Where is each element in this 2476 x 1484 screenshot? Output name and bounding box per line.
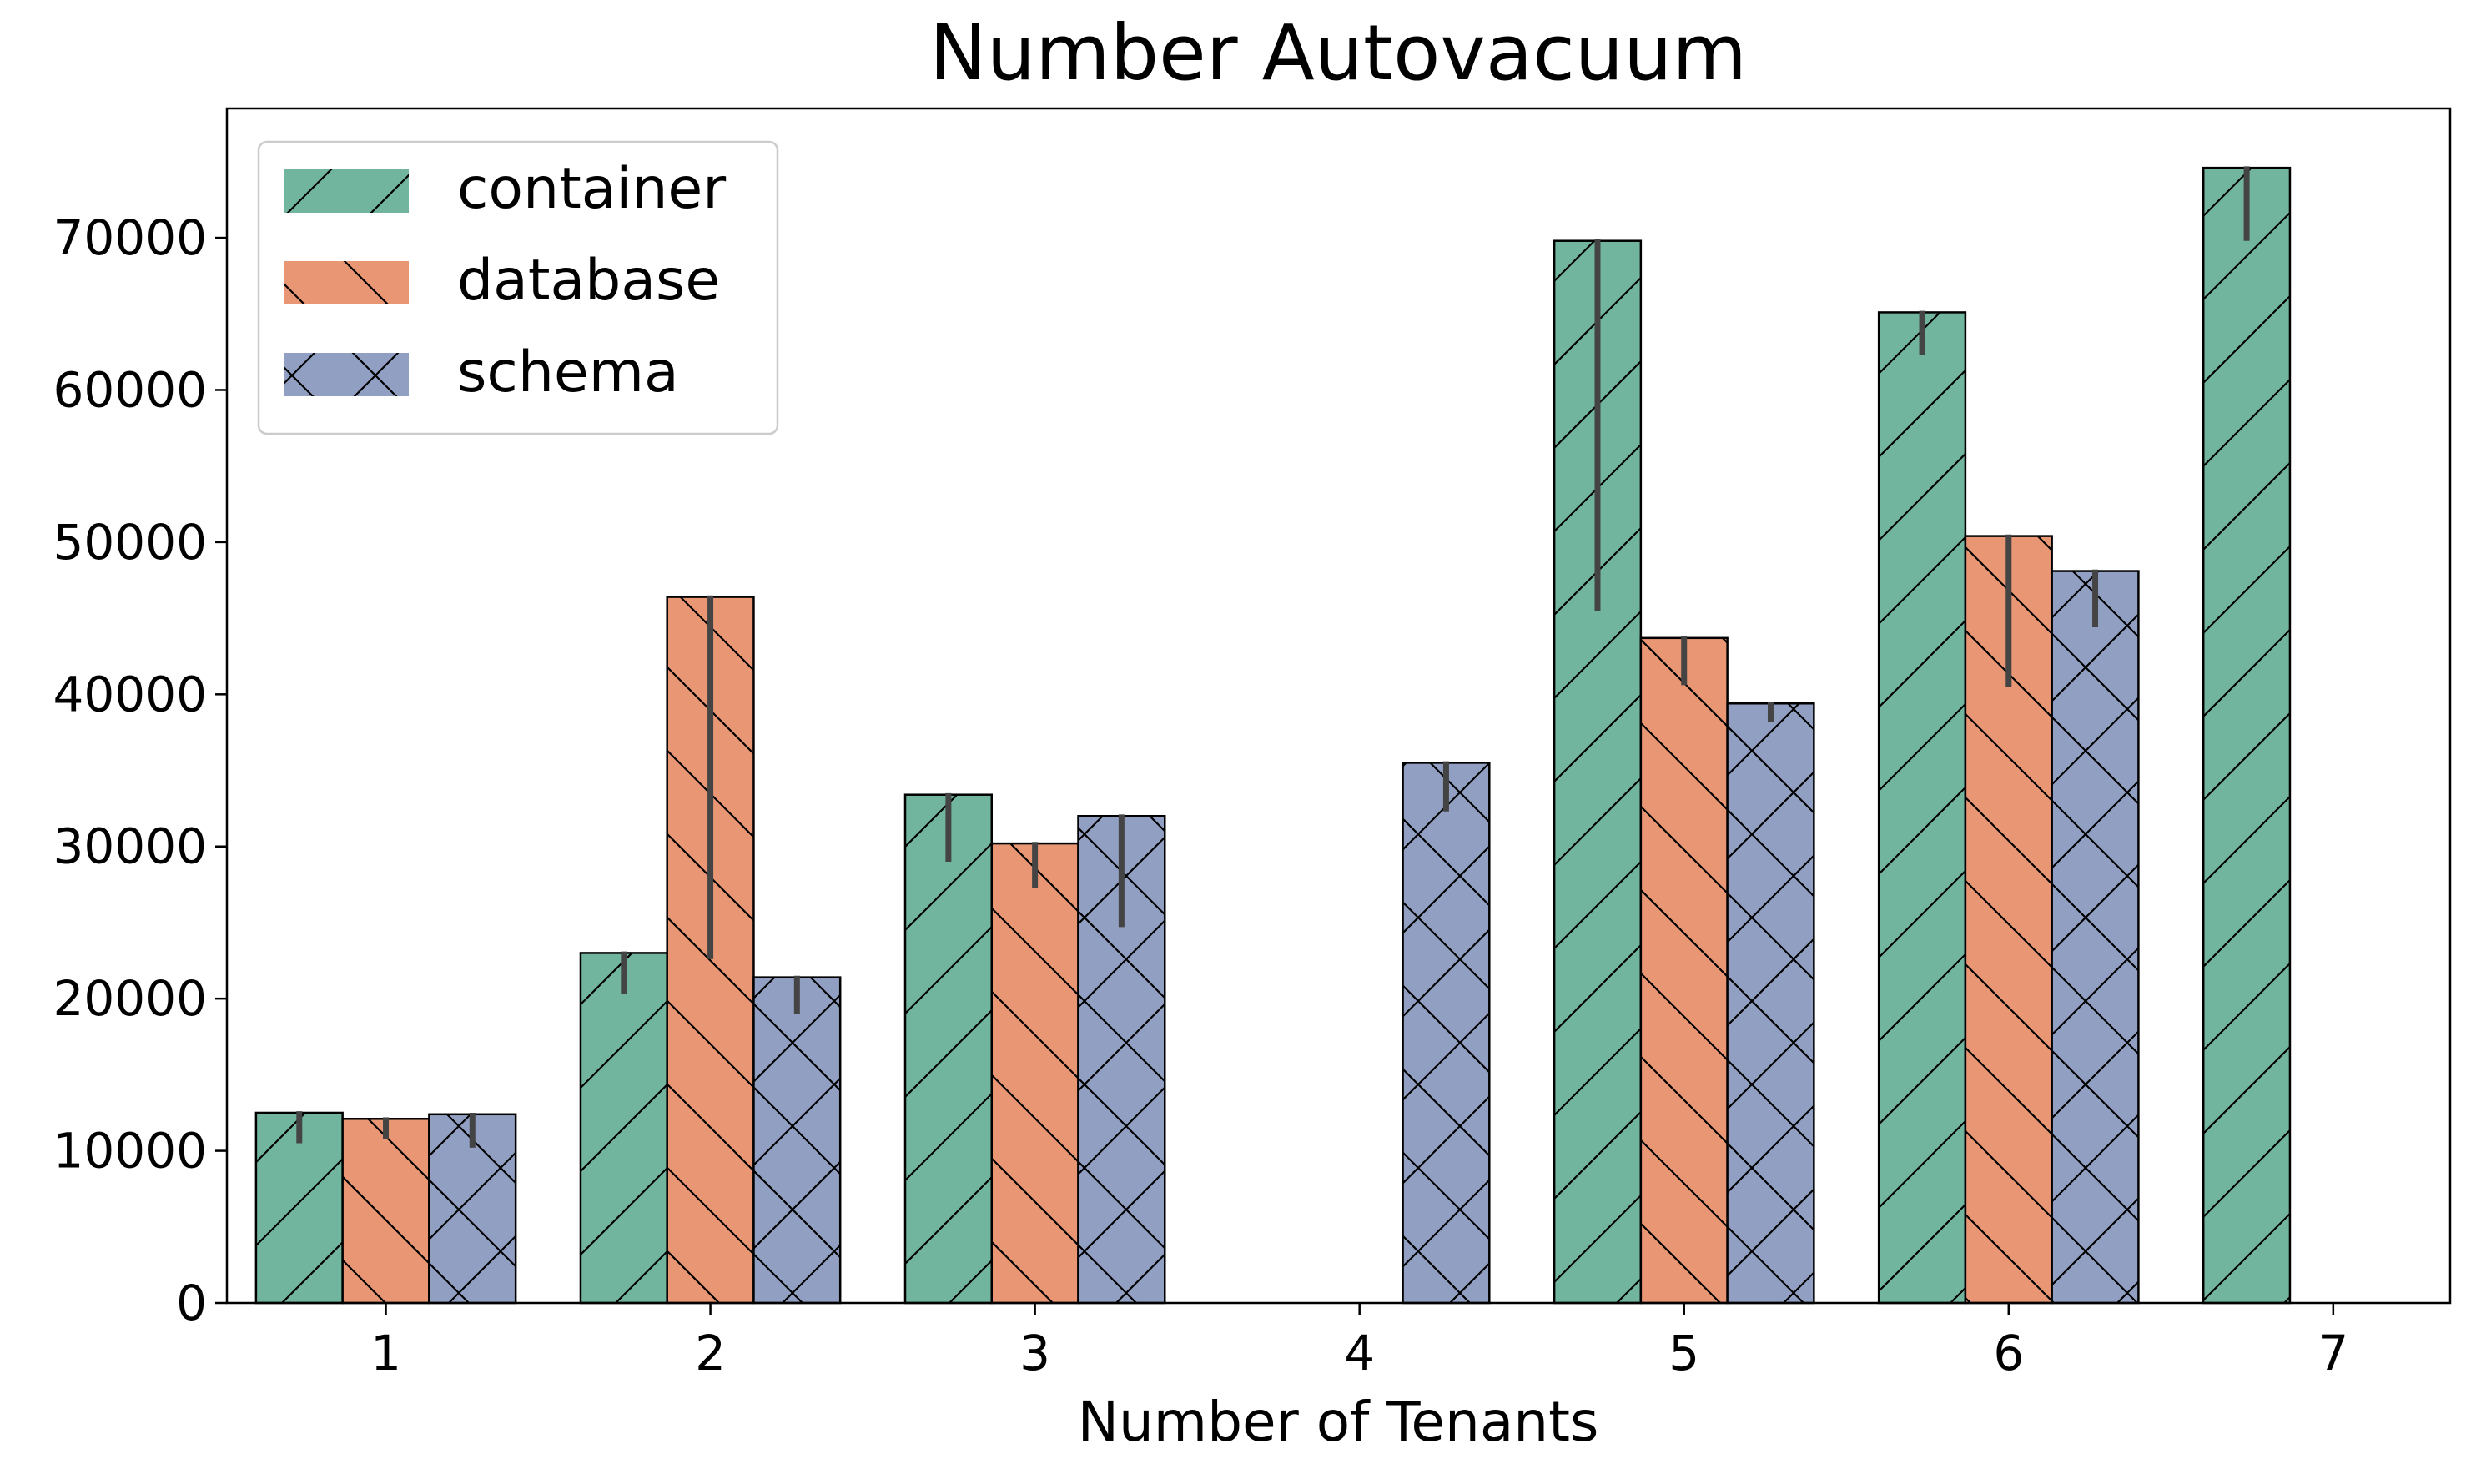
y-axis: 0 10000 20000 30000 40000 50000 60000 70000 xyxy=(53,209,227,1331)
x-axis-label: Number of Tenants xyxy=(1078,1390,1599,1454)
y-tick-label: 50000 xyxy=(53,514,207,571)
y-tick-label: 70000 xyxy=(53,209,207,266)
y-tick-label: 60000 xyxy=(53,361,207,418)
legend-item-container: container xyxy=(284,156,726,222)
legend-label: container xyxy=(457,156,726,222)
legend-label: database xyxy=(457,248,720,314)
y-tick-label: 0 xyxy=(176,1275,207,1331)
error-bars-layer xyxy=(296,166,2250,1148)
bar-schema-4 xyxy=(1402,762,1491,1305)
x-tick-label: 4 xyxy=(1344,1325,1375,1381)
x-tick-label: 3 xyxy=(1019,1325,1050,1381)
bar-database-3 xyxy=(990,842,1079,1305)
y-tick-label: 10000 xyxy=(53,1123,207,1180)
chart-title: Number Autovacuum xyxy=(929,8,1747,98)
plot-frame xyxy=(225,107,2452,1305)
y-tick-label: 40000 xyxy=(53,666,207,722)
legend-item-database: database xyxy=(284,248,720,314)
bar-database-5 xyxy=(1639,636,1729,1305)
x-tick-label: 5 xyxy=(1668,1325,1699,1381)
bar-container-3 xyxy=(903,793,994,1305)
bar-schema-2 xyxy=(752,976,842,1305)
bar-database-1 xyxy=(341,1118,430,1305)
x-tick-label: 1 xyxy=(370,1325,401,1381)
legend-label: schema xyxy=(457,340,679,405)
bar-container-6 xyxy=(1877,311,1967,1305)
legend: container database schema xyxy=(257,140,779,435)
x-tick-label: 6 xyxy=(1993,1325,2024,1381)
x-tick-label: 7 xyxy=(2317,1325,2348,1381)
bar-schema-5 xyxy=(1726,702,1815,1305)
y-tick-label: 30000 xyxy=(53,818,207,875)
bar-container-1 xyxy=(254,1111,344,1305)
x-tick-label: 2 xyxy=(695,1325,726,1381)
x-axis: 1 2 3 4 5 6 7 xyxy=(370,1303,2348,1381)
bar-schema-3 xyxy=(1077,815,1166,1305)
bar-container-2 xyxy=(579,952,668,1305)
legend-item-schema: schema xyxy=(284,340,679,405)
bar-schema-6 xyxy=(2051,570,2140,1305)
y-tick-label: 20000 xyxy=(53,970,207,1027)
bar-container-7 xyxy=(2202,166,2292,1305)
